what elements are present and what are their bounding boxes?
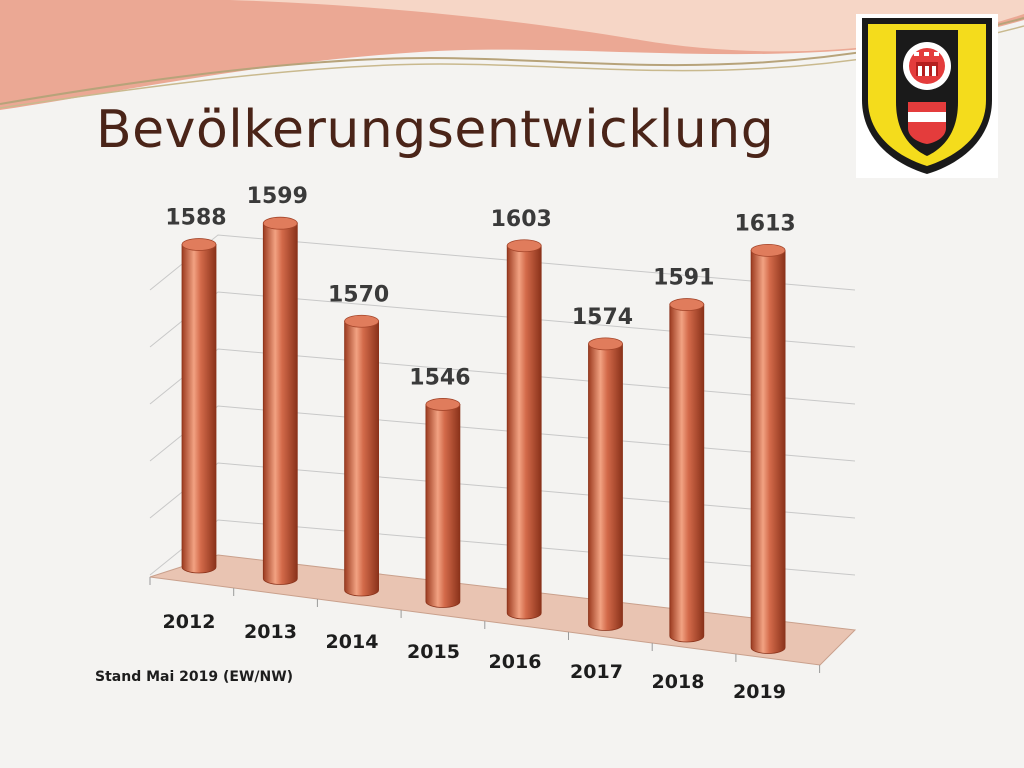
gridline <box>149 348 856 405</box>
x-tick-label: 2012 <box>163 611 216 633</box>
x-tick-label: 2017 <box>570 661 623 683</box>
data-label: 1546 <box>409 365 470 390</box>
bar-2013 <box>262 216 298 585</box>
x-tick-label: 2015 <box>407 641 460 663</box>
data-label: 1591 <box>653 266 714 291</box>
x-tick-label: 2019 <box>733 681 786 703</box>
bar-2012 <box>181 238 217 574</box>
gridline <box>149 234 856 291</box>
gridline <box>149 519 856 576</box>
gridline <box>149 405 856 462</box>
x-axis-labels: 2012 2013 2014 2015 2016 2017 2018 2019 <box>163 611 786 703</box>
gridline <box>149 462 856 519</box>
x-tick-label: 2016 <box>489 651 542 673</box>
x-tick-label: 2013 <box>244 621 297 643</box>
bar-2019 <box>750 243 786 654</box>
chart-floor <box>149 554 857 666</box>
header-swoosh-decoration <box>0 0 1024 110</box>
data-label: 1613 <box>734 211 795 236</box>
bar-2015 <box>425 398 461 608</box>
bar-2014 <box>344 314 380 597</box>
data-label: 1603 <box>491 207 552 232</box>
bar-2017 <box>588 337 623 631</box>
bar-2016 <box>506 239 542 620</box>
x-axis-ticks <box>149 577 821 673</box>
gridline <box>149 291 856 348</box>
coat-of-arms-logo <box>856 14 998 178</box>
bar-series <box>181 216 786 654</box>
footnote: Stand Mai 2019 (EW/NW) <box>95 669 294 685</box>
chart-gridlines <box>149 234 856 576</box>
slide-title: Bevölkerungsentwicklung <box>96 100 775 160</box>
x-tick-label: 2014 <box>326 631 379 653</box>
data-label: 1570 <box>328 282 389 307</box>
data-labels: 1588 1599 1570 1546 1603 1574 1591 1613 <box>165 184 795 390</box>
data-label: 1574 <box>572 305 633 330</box>
data-label: 1599 <box>247 184 308 209</box>
bar-2018 <box>669 298 705 643</box>
data-label: 1588 <box>165 206 226 231</box>
x-tick-label: 2018 <box>652 671 705 693</box>
